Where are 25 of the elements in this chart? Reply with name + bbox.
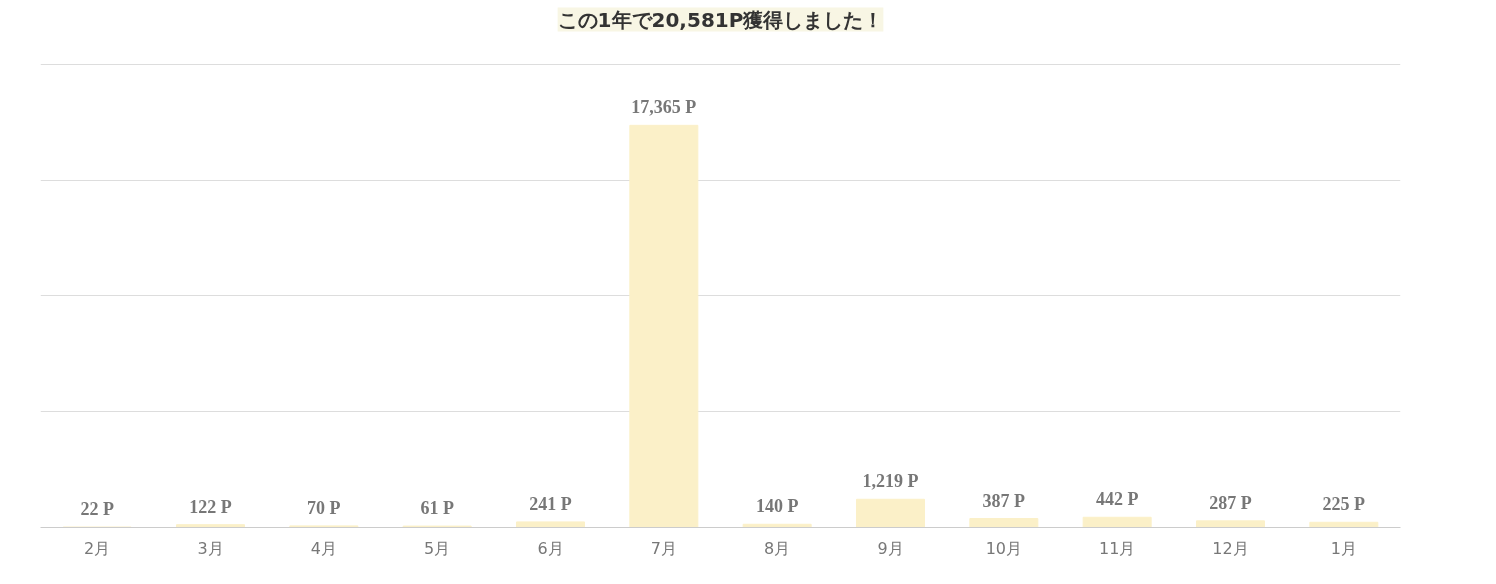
data-label: 61 P bbox=[420, 498, 454, 519]
data-label: 22 P bbox=[80, 498, 114, 519]
data-label: 140 P bbox=[755, 496, 799, 517]
chart-title: この1年で20,581P獲得しました！ bbox=[557, 7, 884, 32]
x-tick-label: 5月 bbox=[424, 538, 451, 558]
data-label: 442 P bbox=[1095, 489, 1139, 510]
data-label: 1,219 P bbox=[862, 471, 919, 492]
x-tick-label: 11月 bbox=[1098, 538, 1136, 558]
x-tick-label: 3月 bbox=[197, 538, 224, 558]
data-label: 70 P bbox=[307, 497, 341, 518]
x-tick-label: 10月 bbox=[985, 538, 1023, 558]
x-tick-label: 2月 bbox=[84, 538, 111, 558]
data-label: 225 P bbox=[1322, 494, 1366, 515]
x-tick-label: 4月 bbox=[310, 538, 337, 558]
data-label: 241 P bbox=[529, 493, 572, 514]
x-tick-label: 9月 bbox=[877, 538, 904, 558]
data-label: 17,365 P bbox=[631, 97, 697, 118]
data-label: 122 P bbox=[189, 496, 232, 517]
data-label: 387 P bbox=[982, 490, 1026, 511]
x-tick-label: 12月 bbox=[1212, 538, 1249, 558]
x-tick-label: 8月 bbox=[764, 538, 791, 558]
data-label: 287 P bbox=[1209, 492, 1252, 513]
x-tick-label: 6月 bbox=[537, 538, 564, 558]
x-tick-label: 7月 bbox=[650, 538, 677, 558]
x-tick-label: 1月 bbox=[1330, 538, 1357, 558]
